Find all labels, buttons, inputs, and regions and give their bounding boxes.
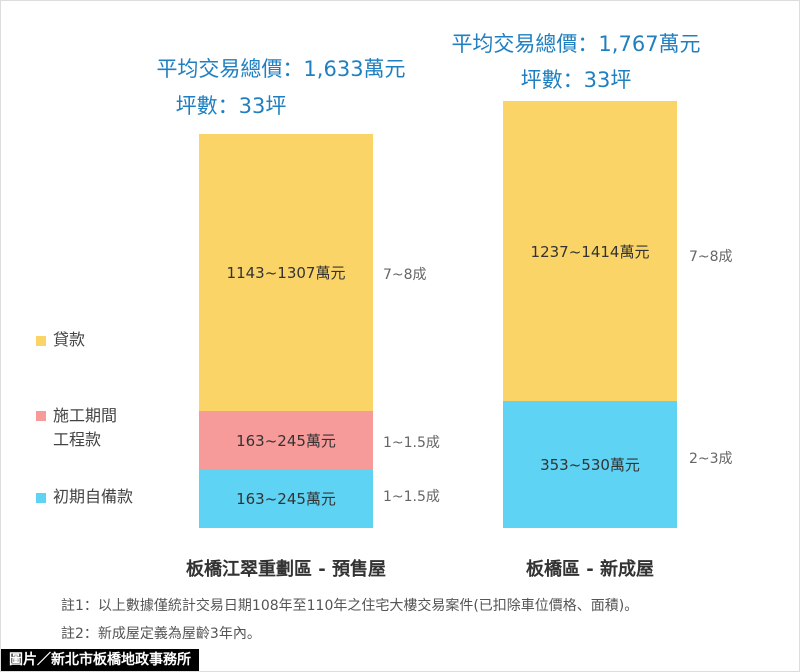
total-price: 平均交易總價：1,767萬元: [451, 32, 701, 56]
total-price: 平均交易總價：1,633萬元: [156, 57, 406, 81]
share: 2~3成: [689, 451, 733, 467]
caption: 板橋區 - 新成屋: [525, 559, 655, 580]
legend-swatch: [36, 411, 46, 421]
loan-segment: 1143~1307萬元: [199, 134, 373, 411]
legend-swatch: [36, 336, 46, 346]
legend-label: 初期自備款: [53, 487, 134, 506]
caption: 板橋江翠重劃區 - 預售屋: [185, 559, 387, 580]
legend-label: 施工期間 工程款: [53, 406, 118, 449]
share: 1~1.5成: [383, 435, 440, 451]
area: 坪數：33坪: [520, 68, 632, 92]
legend-swatch: [36, 493, 46, 503]
loan-segment: 1237~1414萬元: [503, 101, 677, 401]
downpayment-segment: 353~530萬元: [503, 401, 677, 528]
note: 註1：以上數據僅統計交易日期108年至110年之住宅大樓交易案件(已扣除車位價格…: [61, 598, 639, 614]
area: 坪數：33坪: [175, 94, 287, 118]
share: 7~8成: [383, 267, 427, 283]
note: 註2：新成屋定義為屋齡3年內。: [61, 626, 261, 642]
downpayment-segment: 163~245萬元: [199, 469, 373, 528]
legend-label: 貸款: [53, 330, 86, 349]
construction-segment: 163~245萬元: [199, 411, 373, 469]
share: 1~1.5成: [383, 489, 440, 505]
share: 7~8成: [689, 249, 733, 265]
credit: 圖片／新北市板橋地政事務所: [1, 649, 199, 671]
